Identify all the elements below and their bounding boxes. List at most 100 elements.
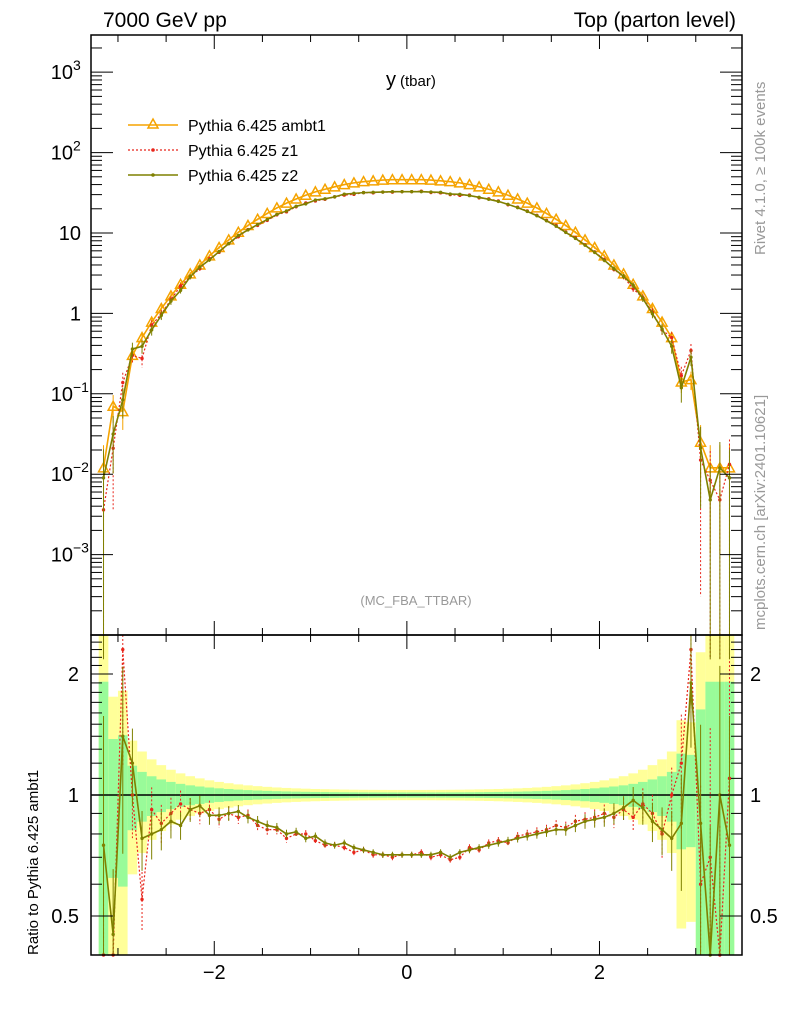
ratio-point-marker (515, 836, 520, 841)
main-point-marker (140, 344, 144, 348)
mcplots-label: mcplots.cern.ch [arXiv:2401.10621] (752, 395, 769, 630)
ambt1-triangle-marker (376, 173, 390, 185)
ratio-point-marker (438, 850, 443, 855)
dot-marker-icon (151, 173, 155, 177)
main-point-marker (265, 217, 269, 222)
y-tick-label: 10 (51, 545, 73, 567)
ratio-y-tick-label-right: 2 (750, 664, 761, 686)
ratio-point-marker (255, 819, 260, 824)
inner-band-bin (705, 681, 716, 955)
main-point-marker (496, 199, 501, 204)
main-point-marker (409, 189, 414, 194)
main-point-marker (448, 192, 452, 196)
main-point-marker (650, 312, 655, 316)
ratio-point-marker (679, 761, 684, 765)
ratio-point-marker (458, 850, 462, 855)
ratio-y-tick-label-right: 0.5 (750, 906, 778, 928)
main-point-marker (621, 274, 626, 279)
y-tick-label: 10 (59, 223, 81, 245)
ratio-point-marker (227, 811, 231, 816)
ratio-point-marker (149, 807, 154, 812)
main-point-marker (554, 224, 558, 228)
main-point-marker (467, 193, 472, 198)
main-point-marker (515, 205, 520, 210)
x-tick-label: −2 (203, 962, 226, 984)
main-point-marker (381, 190, 385, 194)
header-right: Top (parton level) (574, 9, 736, 32)
ratio-point-marker (583, 819, 587, 824)
inner-band-bin (137, 771, 147, 822)
ratio-point-marker (101, 843, 106, 847)
y-tick-label: 10 (51, 384, 73, 406)
ratio-point-marker (525, 834, 529, 838)
ratio-point-marker (323, 841, 327, 845)
ambt1-triangle-marker (318, 182, 332, 194)
ratio-point-marker (294, 830, 298, 834)
main-point-marker (304, 202, 308, 206)
ratio-point-marker (650, 819, 655, 824)
series-group (97, 173, 736, 957)
ambt1-triangle-marker (280, 196, 293, 208)
ratio-point-marker (381, 853, 385, 857)
ratio-point-marker (592, 817, 597, 822)
y-tick-exponent: 3 (73, 57, 81, 73)
ambt1-triangle-marker (260, 206, 274, 219)
main-point-marker (438, 190, 443, 195)
ambt1-triangle-marker (309, 185, 322, 197)
main-line-2 (102, 190, 731, 501)
ratio-line-2 (102, 682, 731, 956)
ratio-y-tick-label-left: 0.5 (51, 906, 79, 928)
main-point-marker (544, 219, 549, 223)
y-tick-label: 10 (51, 143, 73, 165)
ratio-point-marker (121, 734, 125, 738)
ratio-point-marker (178, 823, 183, 828)
main-point-marker (207, 258, 212, 262)
main-point-marker (246, 228, 250, 232)
main-point-marker (121, 380, 125, 385)
ratio-point-marker (602, 815, 606, 820)
y-tick-label: 10 (51, 464, 73, 486)
ratio-point-marker (304, 836, 308, 841)
y-tick-label: 1 (70, 303, 81, 325)
main-point-marker (689, 355, 693, 359)
ratio-line-1 (103, 649, 731, 956)
ratio-point-marker (121, 647, 125, 652)
main-point-marker (198, 265, 202, 269)
main-point-marker (506, 202, 510, 207)
main-point-marker (631, 283, 635, 288)
main-point-marker (419, 189, 424, 194)
ratio-point-marker (140, 836, 144, 841)
ratio-point-marker (544, 830, 549, 834)
ambt1-triangle-marker (463, 178, 476, 190)
ratio-point-marker (400, 853, 404, 857)
inner-band-bin (156, 779, 167, 813)
main-point-marker (477, 195, 481, 200)
main-point-marker (573, 236, 578, 241)
ratio-point-marker (631, 798, 635, 803)
ratio-y-tick-label-right: 1 (750, 785, 761, 807)
main-point-marker (178, 288, 183, 293)
main-point-marker (583, 243, 587, 247)
ambt1-triangle-marker (415, 173, 428, 185)
triangle-marker-icon (146, 117, 160, 129)
ambt1-triangle-marker (337, 178, 351, 190)
legend: Pythia 6.425 ambt1 Pythia 6.425 z1 Pythi… (128, 117, 326, 185)
ratio-point-marker (409, 853, 414, 857)
main-point-marker (631, 287, 635, 291)
ratio-ylabel: Ratio to Pythia 6.425 ambt1 (25, 770, 42, 955)
ratio-point-marker (352, 850, 356, 855)
ratio-point-marker (669, 793, 674, 797)
ratio-point-marker (304, 832, 308, 836)
ambt1-triangle-marker (328, 180, 341, 192)
ambt1-triangle-marker (270, 201, 284, 213)
legend-item-ambt1: Pythia 6.425 ambt1 (128, 117, 326, 135)
ratio-point-marker (188, 807, 192, 812)
ratio-point-marker (621, 805, 626, 810)
ambt1-triangle-marker (405, 173, 418, 185)
main-point-marker (140, 356, 144, 361)
ambt1-triangle-marker (366, 174, 380, 186)
main-point-marker (352, 191, 356, 196)
ratio-point-marker (429, 853, 433, 857)
main-point-marker (641, 296, 645, 301)
ambt1-triangle-marker (386, 173, 399, 185)
